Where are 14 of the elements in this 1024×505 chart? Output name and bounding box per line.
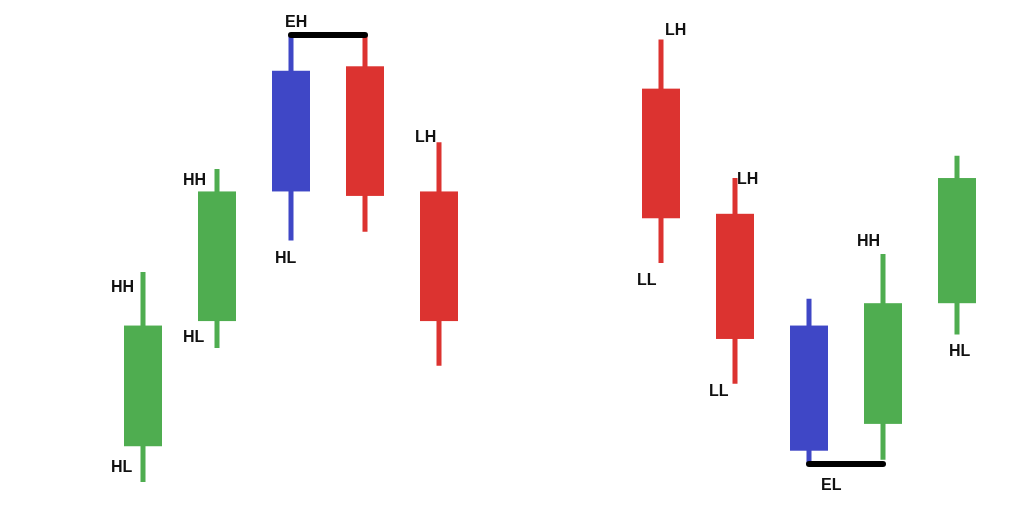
annotation: LL <box>709 381 729 399</box>
annotation: LL <box>637 270 657 288</box>
annotation: LH <box>665 21 687 39</box>
annotation: LH <box>737 170 759 188</box>
annotation: HL <box>275 248 297 266</box>
annotation: HL <box>183 327 205 345</box>
annotation: HL <box>949 342 971 360</box>
text: EH <box>285 13 308 30</box>
annotation: EL <box>821 476 842 494</box>
annotation: HH <box>111 277 135 295</box>
annotation: HH <box>183 171 207 189</box>
annotation: HL <box>111 458 133 475</box>
annotation: LH <box>415 128 437 146</box>
annotation: HH <box>857 232 881 250</box>
